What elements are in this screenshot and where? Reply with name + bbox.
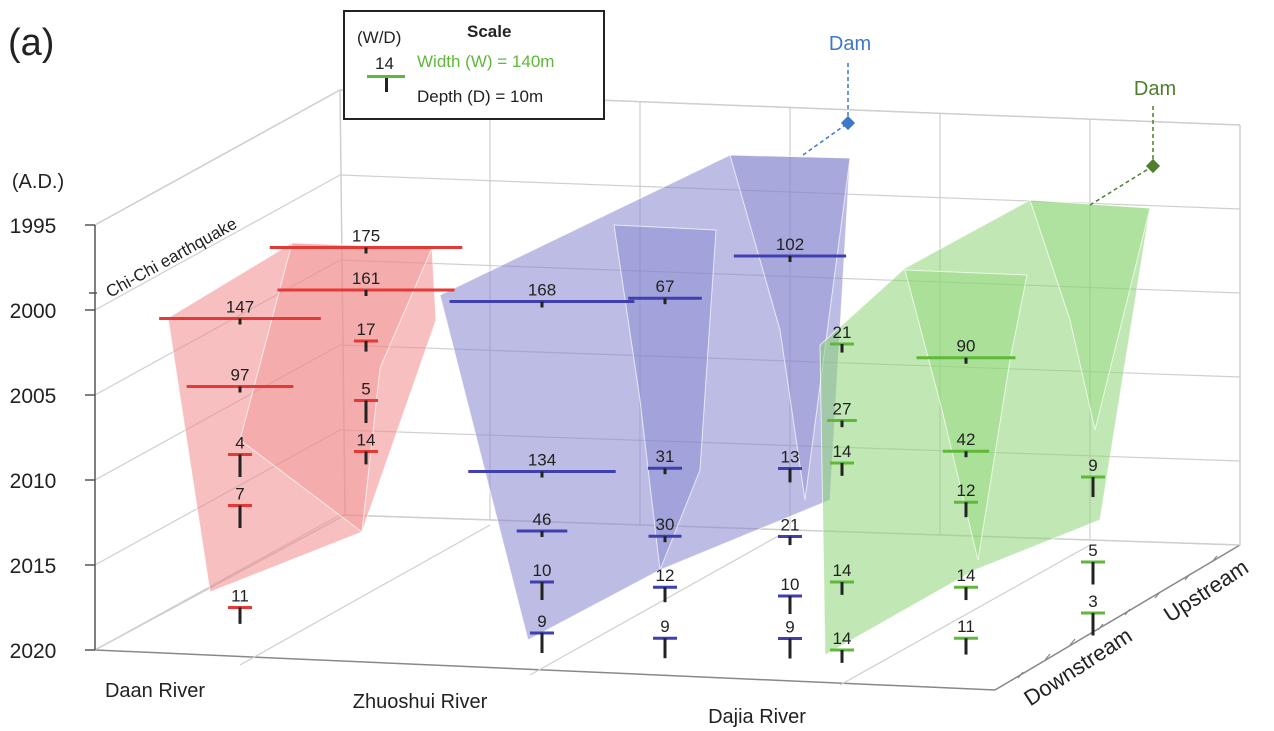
legend-sample-value: 14 [375,54,394,73]
year-gridline-back [339,514,1241,546]
river-profile-volume [729,154,851,501]
year-tick-label: 2010 [10,470,57,493]
depth-tick [1211,555,1218,563]
river-profile-volume [904,269,1028,561]
wd-value-label: 97 [231,366,250,385]
wd-value-label: 10 [781,575,800,594]
legend-title: Scale [467,22,512,41]
wd-value-label: 67 [656,277,675,296]
year-tick-label: 2005 [10,385,57,408]
river-label-daan: Daan River [105,680,205,702]
wd-value-label: 161 [352,269,380,288]
year-gridline-left [94,174,341,311]
river-label-dajia: Dajia River [708,706,806,728]
wd-value-label: 14 [833,629,852,648]
legend-width-text: Width (W) = 140m [417,52,555,71]
river-label-zhuoshui: Zhuoshui River [353,691,488,713]
wd-value-label: 90 [957,337,976,356]
dam-label-zhuoshui: Dam [829,33,871,55]
depth-tick [1154,591,1161,599]
river-profile-volume [1029,199,1151,431]
wd-value-label: 9 [537,612,546,631]
legend-width-bar [367,75,405,78]
dam-marker-zhuoshui [840,115,856,131]
dam-label-dajia: Dam [1134,78,1176,100]
wd-value-label: 11 [957,617,975,636]
wd-value-label: 14 [957,566,976,585]
wd-value-label: 14 [833,442,852,461]
wd-value-label: 21 [833,323,852,342]
direction-downstream: Downstream [1019,623,1136,711]
dam-leader-zhuoshui [802,122,849,156]
depth-tick [1097,623,1104,631]
wd-value-label: 4 [235,434,244,453]
wd-value-label: 17 [357,320,376,339]
floor-gridline [839,544,1091,686]
frame-right-floor [994,544,1241,691]
wd-value-label: 9 [660,617,669,636]
wd-value-label: 12 [957,481,976,500]
wd-value-label: 102 [776,235,804,254]
wd-value-label: 13 [781,448,800,467]
wd-value-label: 14 [833,561,852,580]
wd-value-label: 168 [528,281,556,300]
wd-value-label: 31 [656,447,675,466]
dam-leader-dajia [1089,165,1154,206]
depth-tick [1124,608,1131,616]
legend-depth-bar [385,78,388,92]
wd-value-label: 42 [957,430,976,449]
depth-tick [1044,653,1051,661]
floor-gridline [529,534,781,676]
depth-tick [1184,573,1191,581]
legend-depth-text: Depth (D) = 10m [417,87,544,106]
floor-gridline [239,524,491,666]
dam-marker-dajia [1145,158,1161,174]
river-profile-volume [613,224,717,571]
wd-value-label: 11 [231,587,249,606]
frame-front-floor [94,649,996,691]
legend-wd-label: (W/D) [357,28,402,47]
y-axis-title: (A.D.) [12,171,64,193]
wd-value-label: 134 [528,451,556,470]
wd-value-label: 9 [785,618,794,637]
year-gridline-left [94,89,341,226]
wd-value-label: 5 [361,380,370,399]
scale-legend: Scale (W/D) 14 Width (W) = 140m Depth (D… [343,10,605,120]
wd-value-label: 30 [656,515,675,534]
wd-value-label: 27 [833,400,852,419]
year-tick-label: 2015 [10,555,57,578]
wd-value-label: 175 [352,227,380,246]
wd-value-label: 14 [357,431,376,450]
wd-value-label: 7 [235,485,244,504]
year-tick-label: 2000 [10,300,57,323]
wd-value-label: 12 [656,566,675,585]
wd-value-label: 3 [1088,592,1097,611]
wd-value-label: 5 [1088,541,1097,560]
wd-value-label: 46 [533,510,552,529]
year-tick-label: 2020 [10,640,57,663]
wd-value-label: 147 [226,298,254,317]
year-tick-label: 1995 [10,215,57,238]
wd-value-label: 9 [1088,456,1097,475]
wd-value-label: 21 [781,516,800,535]
depth-tick [1069,638,1076,646]
depth-tick [1017,671,1024,679]
wd-value-label: 10 [533,561,552,580]
panel-label: (a) [8,22,55,64]
